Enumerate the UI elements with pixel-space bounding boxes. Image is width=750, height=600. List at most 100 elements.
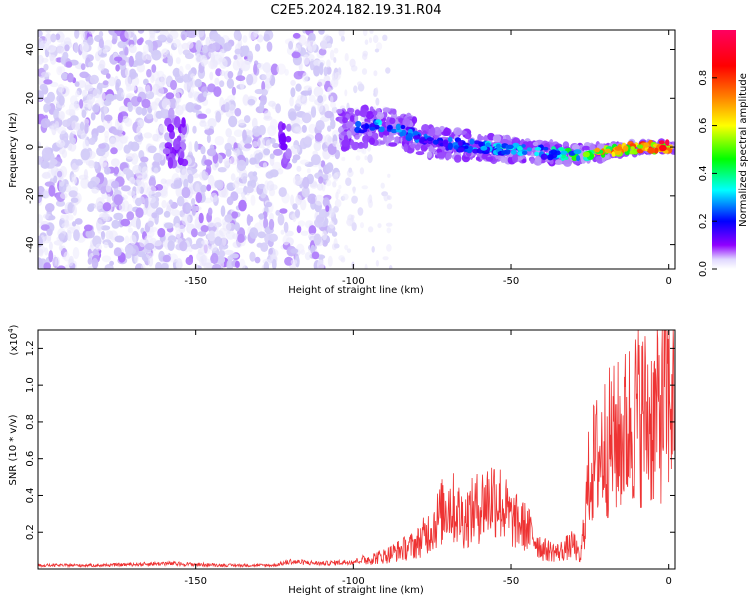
spectrogram-blob bbox=[146, 113, 154, 120]
spectrogram-blob bbox=[180, 151, 185, 159]
spectrogram-blob bbox=[155, 261, 162, 269]
spectrogram-blob bbox=[161, 98, 171, 110]
spectrogram-blob bbox=[643, 142, 649, 148]
spectrogram-blob bbox=[185, 102, 195, 113]
spectrogram-blob bbox=[367, 196, 371, 204]
spectrogram-blob bbox=[235, 75, 246, 82]
spectrogram-x-ticks: -150 -100 -50 0 bbox=[184, 30, 672, 287]
spectrogram-blob bbox=[477, 133, 482, 142]
spectrogram-blob bbox=[273, 148, 283, 156]
spectrogram-blob bbox=[313, 233, 322, 246]
spectrogram-blob bbox=[334, 199, 342, 208]
spectrogram-blob bbox=[56, 139, 66, 148]
spectrogram-blob bbox=[232, 180, 240, 189]
spectrogram-blob bbox=[386, 227, 392, 234]
spectrogram-blob bbox=[395, 123, 401, 131]
spectrogram-blob bbox=[167, 123, 175, 133]
spectrogram-blob bbox=[90, 112, 96, 121]
spectrogram-blob bbox=[349, 58, 356, 68]
spectrogram-blob bbox=[119, 59, 126, 66]
spectrogram-blob bbox=[229, 253, 239, 259]
spectrogram-blob bbox=[88, 159, 95, 169]
spectrogram-blob bbox=[135, 51, 144, 62]
spectrogram-blob bbox=[375, 119, 381, 123]
spectrogram-blob bbox=[43, 103, 50, 113]
spectrogram-blob bbox=[191, 198, 196, 206]
spectrogram-blob bbox=[391, 108, 397, 115]
spectrogram-blob bbox=[105, 93, 115, 102]
spectrogram-blob bbox=[332, 181, 337, 188]
spectrogram-blob bbox=[281, 123, 286, 130]
spectrogram-blob bbox=[340, 257, 346, 263]
spectrogram-blob bbox=[69, 132, 74, 144]
spectrogram-blob bbox=[220, 205, 226, 217]
spectrogram-blob bbox=[192, 91, 200, 98]
spectrogram-blob bbox=[257, 231, 266, 239]
spectrogram-blob bbox=[222, 220, 232, 232]
spectrogram-blob bbox=[41, 147, 52, 159]
spectrogram-blob bbox=[141, 98, 151, 109]
spectrogram-blob bbox=[191, 228, 198, 238]
spectrogram-blob bbox=[500, 157, 507, 163]
spectrogram-blob bbox=[203, 262, 213, 269]
spectrogram-blob bbox=[208, 39, 215, 45]
spectrogram-blob bbox=[372, 34, 379, 44]
spectrogram-blob bbox=[443, 127, 451, 136]
spectrogram-blob bbox=[187, 32, 197, 38]
spectrogram-blob bbox=[399, 131, 404, 137]
spectrogram-blob bbox=[271, 258, 277, 269]
spectrogram-blob bbox=[478, 141, 484, 148]
spectrogram-blob bbox=[60, 55, 66, 65]
spectrogram-blob bbox=[361, 185, 369, 190]
spectrogram-blob bbox=[48, 241, 53, 251]
spectrogram-blob bbox=[124, 244, 134, 255]
spectrogram-blob bbox=[306, 168, 311, 174]
spectrogram-blob bbox=[573, 149, 582, 155]
spectrogram-blob bbox=[155, 207, 164, 215]
spectrogram-blob bbox=[72, 205, 77, 216]
spectrogram-blob bbox=[70, 197, 79, 203]
spectrogram-blob bbox=[360, 222, 364, 229]
spectrogram-blob bbox=[367, 154, 373, 164]
spectrogram-blob bbox=[137, 30, 145, 34]
spectrogram-blob bbox=[386, 203, 393, 210]
spectrogram-blob bbox=[45, 203, 55, 213]
spectrogram-blob bbox=[447, 136, 453, 143]
spectrogram-blob bbox=[377, 223, 382, 229]
spectrogram-blob bbox=[295, 83, 302, 92]
spectrogram-blob bbox=[91, 257, 99, 269]
spectrogram-blob bbox=[76, 80, 87, 89]
spectrogram-blob bbox=[355, 126, 360, 131]
spectrogram-blob bbox=[276, 63, 286, 75]
spectrogram-blob bbox=[121, 91, 125, 98]
spectrogram-blob bbox=[98, 143, 106, 149]
spectrogram-blob bbox=[206, 134, 211, 144]
spectrogram-blob bbox=[327, 125, 332, 132]
spectrogram-blob bbox=[301, 186, 310, 198]
spectrogram-blob bbox=[225, 128, 232, 138]
spectrogram-blob bbox=[183, 81, 191, 91]
spectrogram-blob bbox=[168, 107, 175, 120]
spectrogram-blob bbox=[190, 73, 196, 79]
spectrogram-blob bbox=[369, 30, 374, 34]
spectrogram-blob bbox=[290, 144, 300, 155]
spectrogram-blob bbox=[391, 128, 398, 134]
spectrogram-blob bbox=[307, 40, 317, 53]
spectrogram-blob bbox=[85, 229, 95, 239]
spectrogram-blob bbox=[317, 102, 324, 113]
spectrogram-blob bbox=[108, 242, 114, 249]
spectrogram-blob bbox=[65, 61, 73, 68]
spectrogram-blob bbox=[200, 145, 206, 155]
spectrogram-blob bbox=[208, 51, 215, 58]
spectrogram-blob bbox=[447, 143, 453, 150]
spectrogram-blob bbox=[179, 65, 184, 77]
spectrogram-blob bbox=[400, 124, 406, 130]
spectrogram-blob bbox=[342, 117, 348, 124]
spectrogram-blob bbox=[383, 192, 389, 202]
spectrogram-blob bbox=[336, 108, 343, 114]
spectrogram-blob bbox=[238, 119, 246, 126]
spectrogram-blob bbox=[364, 123, 370, 129]
spectrogram-blob bbox=[201, 239, 209, 246]
spectrogram-blob bbox=[73, 229, 80, 242]
spectrogram-blob bbox=[156, 70, 165, 78]
